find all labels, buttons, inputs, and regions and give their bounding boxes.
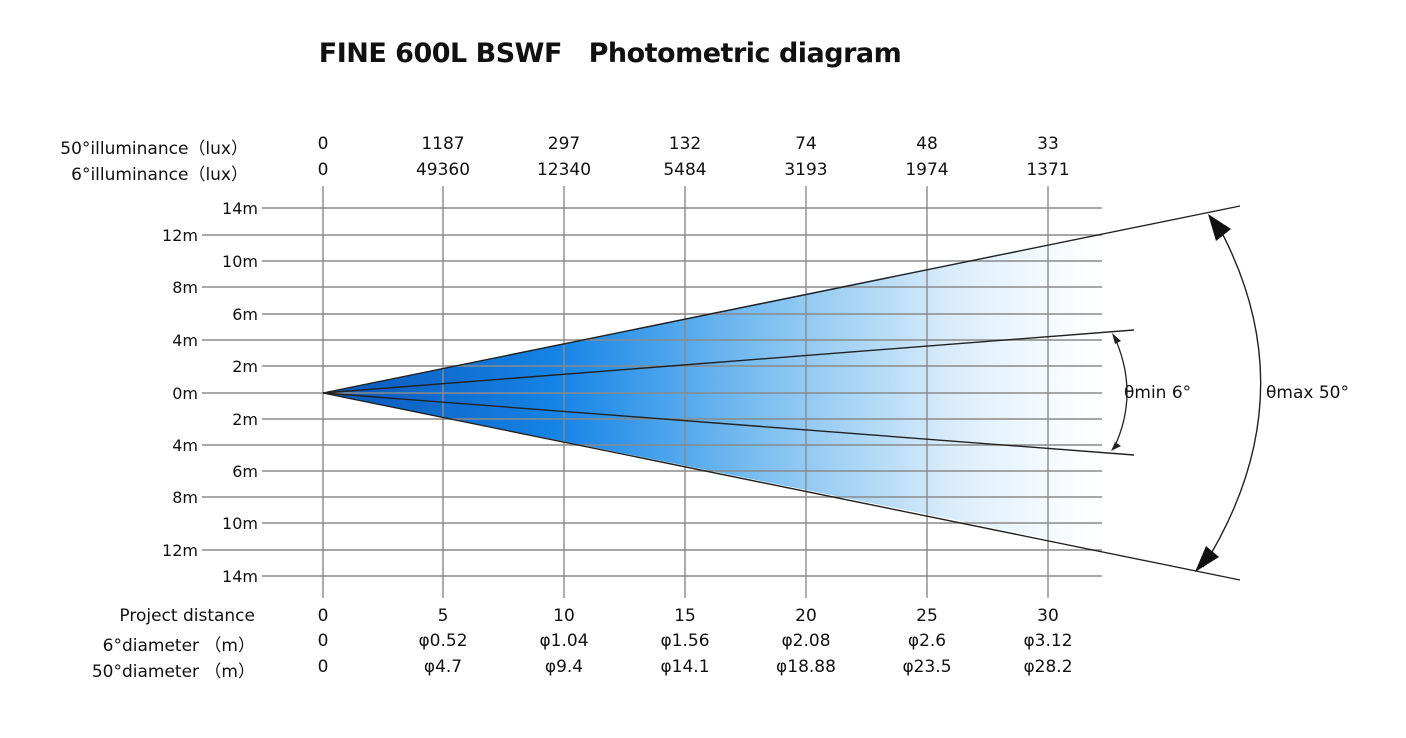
illum50-30: 33 [1037, 134, 1059, 154]
distance-0: 0 [317, 606, 329, 626]
y-label-12m-bottom: 12m [162, 541, 198, 560]
y-label-10m-bottom: 10m [222, 514, 258, 533]
row-label-6deg-diameter: 6°diameter （m） [102, 636, 255, 656]
row-label-project-distance: Project distance [119, 606, 255, 626]
illum6-5: 49360 [415, 160, 471, 180]
illum50-15: 132 [668, 134, 702, 154]
y-label-0m: 0m [172, 384, 198, 403]
beam-50deg-fill [323, 232, 1105, 550]
diam6-0: 0 [317, 631, 329, 651]
diam50-0: 0 [317, 657, 329, 677]
vertical-grid [322, 186, 1049, 598]
angle-label-min: θmin 6° [1124, 383, 1192, 403]
diam50-30: φ28.2 [1023, 657, 1073, 677]
arrowhead-6deg-bottom [1111, 442, 1121, 451]
row-label-50deg-illuminance: 50°illuminance（lux） [60, 139, 248, 159]
diam6-30: φ3.12 [1023, 631, 1073, 651]
y-label-6m-bottom: 6m [232, 462, 258, 481]
y-label-4m-bottom: 4m [172, 436, 198, 455]
diam6-10: φ1.04 [539, 631, 589, 651]
diam6-20: φ2.08 [781, 631, 831, 651]
distance-15: 15 [674, 606, 696, 626]
y-label-10m-top: 10m [222, 252, 258, 271]
row-label-6deg-illuminance: 6°illuminance（lux） [71, 165, 248, 185]
diam50-5: φ4.7 [423, 657, 463, 677]
illum6-0: 0 [317, 160, 329, 180]
illum50-0: 0 [317, 134, 329, 154]
beam-50deg-upper [322, 205, 1241, 394]
beam-50deg-lower [322, 392, 1241, 581]
y-label-8m-top: 8m [172, 278, 198, 297]
y-label-2m-top: 2m [232, 357, 258, 376]
distance-20: 20 [795, 606, 817, 626]
y-label-14m-top: 14m [222, 199, 258, 218]
beam-6deg-lower [322, 392, 1135, 456]
distance-30: 30 [1037, 606, 1059, 626]
diam6-5: φ0.52 [418, 631, 468, 651]
illum6-30: 1371 [1026, 160, 1070, 180]
y-label-2m-bottom: 2m [232, 410, 258, 429]
illum50-25: 48 [916, 134, 938, 154]
beam-6deg-upper [322, 329, 1135, 394]
arrowhead-6deg-top [1112, 333, 1121, 344]
distance-25: 25 [916, 606, 938, 626]
diam50-25: φ23.5 [902, 657, 952, 677]
y-label-4m-top: 4m [172, 331, 198, 350]
distance-5: 5 [437, 606, 449, 626]
illum50-5: 1187 [421, 134, 465, 154]
beam-lines [322, 205, 1241, 581]
illum50-20: 74 [795, 134, 817, 154]
diam50-15: φ14.1 [660, 657, 710, 677]
angle-arc-6deg [1113, 335, 1128, 449]
distance-10: 10 [553, 606, 575, 626]
illum6-10: 12340 [536, 160, 592, 180]
y-label-8m-bottom: 8m [172, 488, 198, 507]
y-label-6m-top: 6m [232, 305, 258, 324]
angle-label-max: θmax 50° [1266, 383, 1349, 403]
y-label-12m-top: 12m [162, 226, 198, 245]
arrowhead-50deg-bottom [1195, 546, 1219, 572]
illum50-10: 297 [547, 134, 581, 154]
illum6-25: 1974 [905, 160, 949, 180]
diam6-25: φ2.6 [907, 631, 947, 651]
arrowhead-50deg-top [1208, 214, 1231, 241]
illum6-20: 3193 [784, 160, 828, 180]
y-label-14m-bottom: 14m [222, 567, 258, 586]
angle-arc-50deg [1202, 219, 1262, 568]
diam50-20: φ18.88 [776, 657, 836, 677]
diam50-10: φ9.4 [544, 657, 584, 677]
illum6-15: 5484 [663, 160, 707, 180]
diam6-15: φ1.56 [660, 631, 710, 651]
row-label-50deg-diameter: 50°diameter （m） [91, 662, 255, 682]
diagram-title: FINE 600L BSWF Photometric diagram [318, 38, 902, 69]
